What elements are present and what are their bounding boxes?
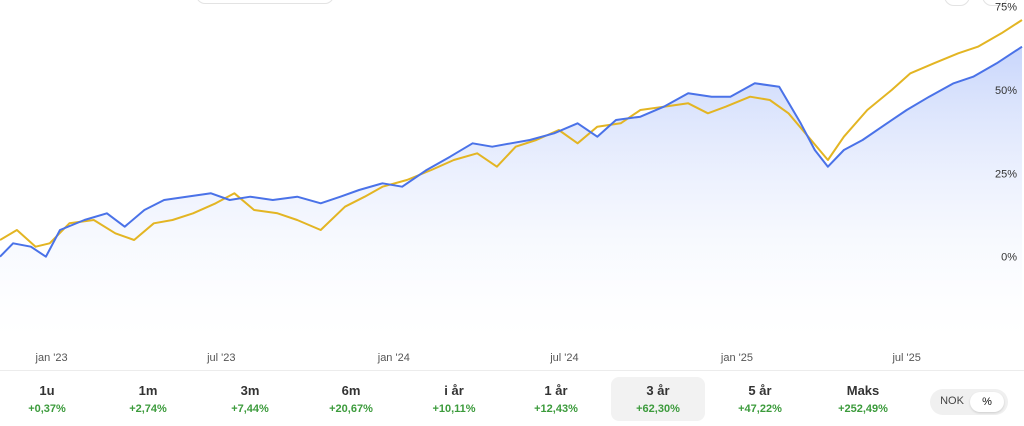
period-label: Maks <box>846 383 880 398</box>
x-tick-label: jan '25 <box>720 352 753 364</box>
y-axis-ticks: 0% 25% 50% 75% <box>995 2 1017 264</box>
period-label: 1 år <box>544 383 568 398</box>
x-tick-label: jul '25 <box>891 352 920 364</box>
x-tick-label: jan '23 <box>35 352 68 364</box>
currency-percent-toggle[interactable]: NOK % <box>930 389 1008 415</box>
x-axis-ticks: jan '23 jul '23 jan '24 jul '24 jan '25 … <box>35 352 921 364</box>
period-3y[interactable]: 3 år +62,30% <box>611 377 705 421</box>
period-return: +10,11% <box>432 403 476 415</box>
area-layer <box>0 46 1022 340</box>
y-tick-label: 0% <box>1001 252 1017 264</box>
period-return: +47,22% <box>738 403 782 415</box>
period-6m[interactable]: 6m +20,67% <box>304 377 398 421</box>
y-tick-label: 75% <box>995 2 1017 14</box>
line-layer <box>0 19 1023 258</box>
period-5y[interactable]: 5 år +47,22% <box>713 377 807 421</box>
series-area-fill <box>0 46 1022 340</box>
y-tick-label: 50% <box>995 85 1017 97</box>
period-max[interactable]: Maks +252,49% <box>816 377 910 421</box>
period-return: +20,67% <box>329 403 373 415</box>
period-1m[interactable]: 1m +2,74% <box>101 377 195 421</box>
period-return: +12,43% <box>534 403 578 415</box>
period-label: 6m <box>341 383 361 398</box>
period-1u[interactable]: 1u +0,37% <box>0 377 94 421</box>
x-tick-label: jul '23 <box>206 352 235 364</box>
toggle-nok[interactable]: NOK <box>940 395 964 407</box>
x-tick-label: jul '24 <box>549 352 578 364</box>
period-return: +62,30% <box>636 403 680 415</box>
period-return: +252,49% <box>838 403 888 415</box>
y-tick-label: 25% <box>995 168 1017 180</box>
period-return: +0,37% <box>28 403 66 415</box>
period-label: 5 år <box>748 383 772 398</box>
period-return: +7,44% <box>231 403 269 415</box>
period-selector: 1u +0,37% 1m +2,74% 3m +7,44% 6m +20,67%… <box>0 370 1024 426</box>
period-return: +2,74% <box>129 403 167 415</box>
period-label: 3m <box>240 383 260 398</box>
period-1y[interactable]: 1 år +12,43% <box>509 377 603 421</box>
x-tick-label: jan '24 <box>377 352 410 364</box>
period-3m[interactable]: 3m +7,44% <box>203 377 297 421</box>
period-ytd[interactable]: i år +10,11% <box>407 377 501 421</box>
toggle-percent[interactable]: % <box>970 392 1004 412</box>
period-label: i år <box>444 383 464 398</box>
performance-chart: 0% 25% 50% 75% jan '23 jul '23 jan '24 j… <box>0 2 1023 364</box>
period-label: 1u <box>39 383 55 398</box>
series-line-blue <box>0 45 1023 258</box>
period-label: 1m <box>138 383 158 398</box>
period-label: 3 år <box>646 383 670 398</box>
series-line-yellow <box>0 19 1023 248</box>
